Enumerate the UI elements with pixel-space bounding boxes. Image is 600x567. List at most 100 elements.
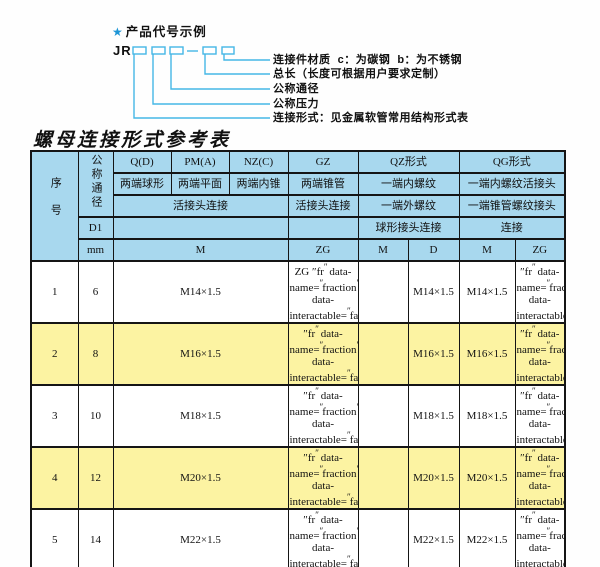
header-qg-sub3: 连接 [458,216,566,240]
inch-mark: ″ [303,452,308,464]
inch-mark: ″ [323,262,328,272]
header-dn: 公称通径 [77,150,114,218]
inch-mark: ″ [315,324,319,334]
header-union-joint-gz: 活接头连接 [287,194,359,218]
inch-mark: ″ [356,340,357,350]
header-mm: mm [77,238,114,262]
inch-mark: ″ [356,526,357,536]
inch-mark: ″ [347,368,351,378]
header-qz-sub3: 球形接头连接 [357,216,460,240]
header-nz-sub: 两端内锥 [228,172,289,196]
cell-qz-d: M16×1.5 [407,322,460,386]
header-qz-sub1: 一端内螺纹 [357,172,460,196]
header-qg-m: M [458,238,516,262]
cell-qg-zg: ″fr″ data-name=″fraction″ data-interacta… [514,260,566,324]
cell-seq: 1 [30,260,79,324]
table-title: 螺母连接形式参考表 [33,130,232,151]
inch-mark: ″ [531,510,536,520]
code-box [202,46,217,55]
inch-mark: ″ [546,402,551,412]
header-qz: QZ形式 [357,150,460,174]
code-box [169,46,184,55]
cell-dn: 6 [77,260,114,324]
header-gz: GZ [287,150,359,174]
code-box [151,46,166,55]
inch-mark: ″ [303,390,308,402]
inch-mark: ″ [319,402,324,412]
inch-mark: ″ [319,340,324,350]
inch-mark: ″ [356,278,357,288]
cell-qz-d: M22×1.5 [407,508,460,567]
header-qg: QG形式 [458,150,566,174]
reference-table: 序号 公称通径 Q(D) PM(A) NZ(C) GZ QZ形式 QG形式 两端… [30,150,567,567]
callout-line [133,54,270,119]
cell-qg-m: M14×1.5 [458,260,516,324]
inch-mark: ″ [520,452,525,464]
header-qg-sub2: 一端锥管螺纹接头 [458,194,566,218]
inch-mark: ″ [356,464,357,474]
inch-mark: ″ [520,390,525,402]
inch-mark: ″ [546,278,551,288]
cell-m: M16×1.5 [112,322,289,386]
cell-gz-zg: ″fr″ data-name=″fraction″ data-interacta… [287,322,359,386]
inch-mark: ″ [531,448,536,458]
inch-mark: ″ [347,492,351,502]
header-qz-d: D [407,238,460,262]
header-blank-m [112,216,289,240]
callout-line [204,54,270,75]
cell-dn: 8 [77,322,114,386]
inch-mark: ″ [303,514,308,526]
header-seq: 序号 [30,150,79,262]
header-q-sub: 两端球形 [112,172,172,196]
cell-qg-m: M20×1.5 [458,446,516,510]
callout-label-connection: 连接形式：见金属软管常用结构形式表 [273,112,469,124]
inch-mark: ″ [312,266,317,278]
inch-mark: ″ [347,554,351,564]
header-gz-sub: 两端锥管 [287,172,359,196]
code-prefix: JR [113,43,132,58]
inch-mark: ″ [520,266,525,278]
cell-m: M22×1.5 [112,508,289,567]
cell-qg-m: M16×1.5 [458,322,516,386]
cell-seq: 3 [30,384,79,448]
cell-qg-m: M22×1.5 [458,508,516,567]
cell-qg-zg: ″fr″ data-name=″fraction″ data-interacta… [514,322,566,386]
header-qg-sub1: 一端内螺纹活接头 [458,172,566,196]
header-pm: PM(A) [170,150,230,174]
cell-qg-m: M18×1.5 [458,384,516,448]
header-union-joint: 活接头连接 [112,194,289,218]
inch-mark: ″ [520,328,525,340]
cell-qg-zg: ″fr″ data-name=″fraction″ data-interacta… [514,384,566,448]
cell-dn: 12 [77,446,114,510]
callout-label-pressure: 公称压力 [273,98,319,110]
cell-qz-d: M18×1.5 [407,384,460,448]
inch-mark: ″ [347,306,351,316]
header-blank-gz [287,216,359,240]
cell-gz-zg: ″fr″ data-name=″fraction″ data-interacta… [287,446,359,510]
header-qz-m: M [357,238,409,262]
cell-seq: 5 [30,508,79,567]
callout-line [170,54,270,90]
cell-qz-d: M20×1.5 [407,446,460,510]
cell-dn: 14 [77,508,114,567]
diagram-title: ★ 产品代号示例 [112,21,207,40]
cell-dn: 10 [77,384,114,448]
inch-mark: ″ [531,324,536,334]
cell-m: M20×1.5 [112,446,289,510]
star-icon: ★ [112,25,124,39]
header-m: M [112,238,289,262]
cell-qz-m [357,322,409,386]
inch-mark: ″ [531,262,536,272]
cell-qg-zg: ″fr″ data-name=″fraction″ data-interacta… [514,446,566,510]
callout-line [152,54,270,105]
callout-line [223,54,270,61]
cell-qz-m [357,384,409,448]
cell-gz-zg: ″fr″ data-name=″fraction″ data-interacta… [287,384,359,448]
table-header: 序号 公称通径 Q(D) PM(A) NZ(C) GZ QZ形式 QG形式 两端… [30,150,566,262]
cell-qz-d: M14×1.5 [407,260,460,324]
header-d1: D1 [77,216,114,240]
